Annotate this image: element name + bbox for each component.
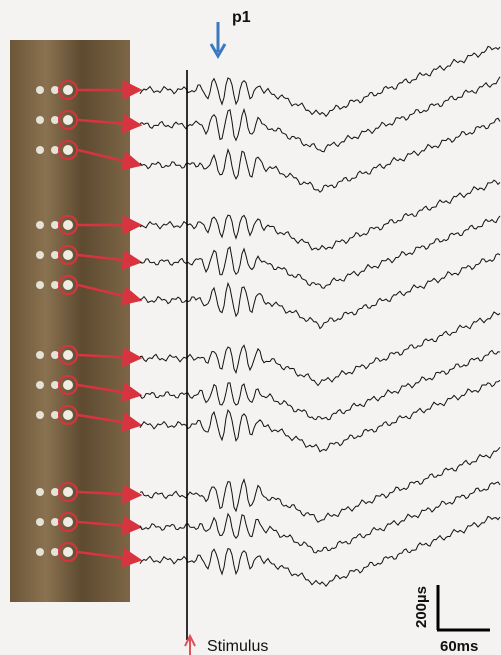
electrode-dot: [36, 116, 44, 124]
electrode-dot: [51, 381, 59, 389]
electrode-dot: [36, 548, 44, 556]
peak-label: p1: [232, 9, 251, 26]
electrode-dot: [63, 115, 73, 125]
electrode-dot: [51, 548, 59, 556]
electrode-dot: [63, 487, 73, 497]
electrode-dot: [51, 86, 59, 94]
electrode-dot: [36, 146, 44, 154]
electrode-dot: [36, 381, 44, 389]
electrode-dot: [51, 146, 59, 154]
stimulus-label: Stimulus: [207, 638, 268, 655]
electrode-dot: [36, 251, 44, 259]
electrode-dot: [63, 410, 73, 420]
electrode-dot: [51, 251, 59, 259]
page: {"figure": {"peak_label": "p1", "stimulu…: [0, 0, 501, 655]
electrode-dot: [36, 411, 44, 419]
electrode-dot: [51, 221, 59, 229]
electrode-dot: [63, 85, 73, 95]
electrode-dot: [36, 351, 44, 359]
electrode-dot: [63, 547, 73, 557]
electrode-dot: [51, 281, 59, 289]
electrode-dot: [51, 411, 59, 419]
electrode-dot: [63, 280, 73, 290]
scale-vertical-label: 200µs: [413, 586, 430, 628]
electrode-dot: [36, 281, 44, 289]
figure: p1 Stimulus 200µs 60ms: [0, 0, 501, 655]
electrode-dot: [36, 488, 44, 496]
electrode-dot: [51, 518, 59, 526]
electrode-dot: [36, 221, 44, 229]
electrode-dot: [51, 351, 59, 359]
electrode-dot: [63, 145, 73, 155]
electrode-dot: [63, 220, 73, 230]
electrode-dot: [63, 380, 73, 390]
electrode-dot: [63, 250, 73, 260]
electrode-dot: [51, 116, 59, 124]
electrode-dot: [36, 518, 44, 526]
electrode-dot: [63, 517, 73, 527]
scale-horizontal-label: 60ms: [440, 638, 478, 655]
electrode-dot: [63, 350, 73, 360]
electrode-dot: [51, 488, 59, 496]
electrode-dot: [36, 86, 44, 94]
